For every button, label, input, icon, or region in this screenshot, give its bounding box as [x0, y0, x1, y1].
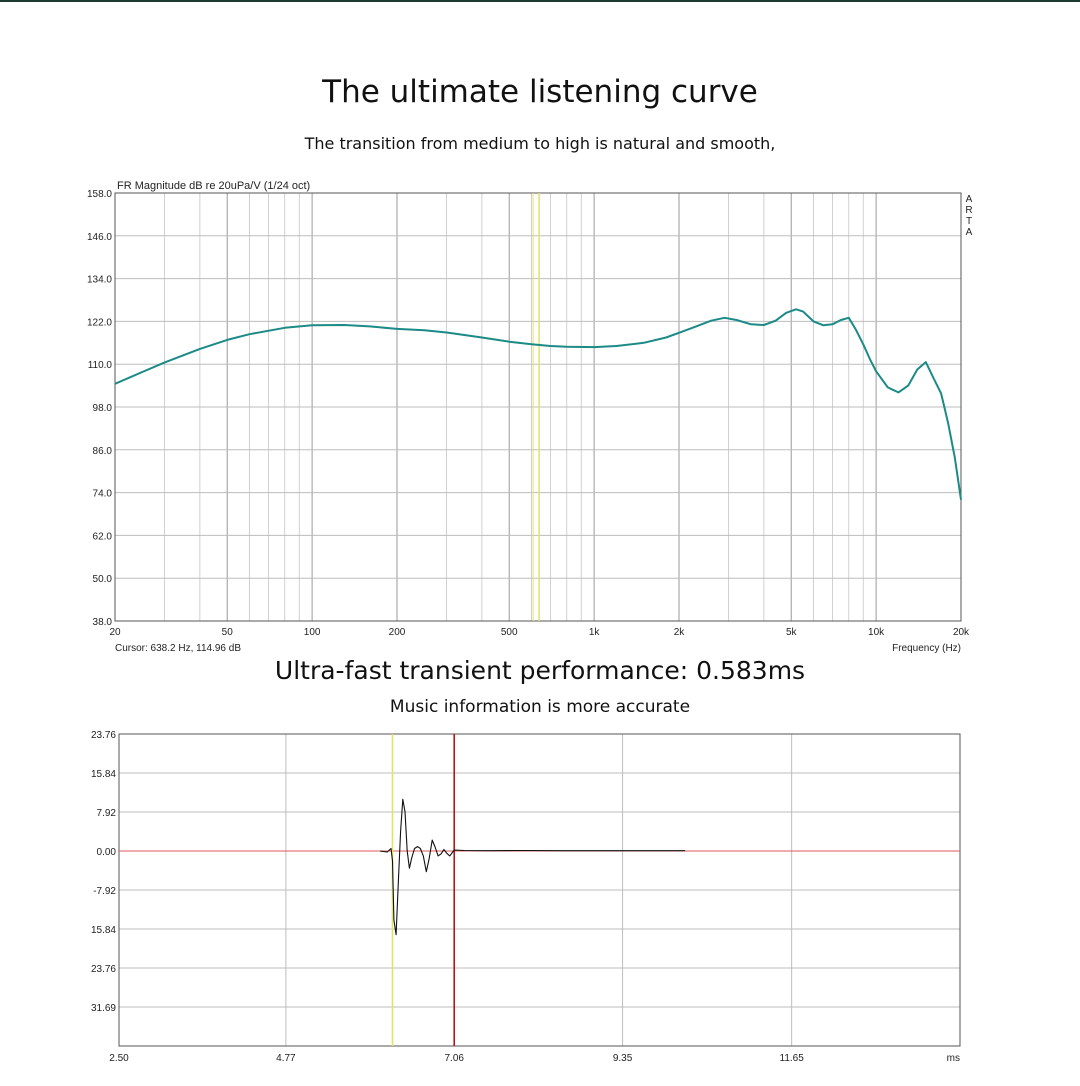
section-title-transient: Ultra-fast transient performance: 0.583m… [274, 656, 806, 685]
ir-y-tick-label: -7.92 [93, 886, 116, 897]
fr-cursor-text: Cursor: 638.2 Hz, 114.96 dB [115, 643, 241, 654]
ir-x-tick-label: 2.50 [109, 1053, 129, 1064]
fr-x-tick-label: 5k [786, 627, 798, 638]
fr-x-tick-label: 20k [953, 627, 970, 638]
fr-y-tick-label: 86.0 [93, 446, 113, 457]
ir-y-tick-label: 23.76 [91, 964, 116, 975]
fr-x-tick-label: 20 [109, 627, 121, 638]
fr-x-tick-label: 100 [304, 627, 321, 638]
fr-y-tick-label: 38.0 [93, 617, 113, 628]
fr-x-tick-label: 200 [389, 627, 406, 638]
fr-x-tick-label: 50 [222, 627, 234, 638]
fr-y-tick-label: 62.0 [93, 531, 113, 542]
ir-plot-frame [118, 733, 961, 1047]
fr-plot-frame [114, 192, 962, 622]
fr-x-tick-label: 10k [868, 627, 885, 638]
ir-x-axis-label: ms [947, 1053, 960, 1064]
fr-chart-title: FR Magnitude dB re 20uPa/V (1/24 oct) [117, 180, 310, 192]
ir-y-tick-label: 7.92 [97, 808, 117, 819]
page-subtitle: The transition from medium to high is na… [304, 134, 776, 153]
fr-x-axis-label: Frequency (Hz) [892, 643, 961, 654]
fr-y-tick-label: 74.0 [93, 489, 113, 500]
ir-y-tick-label: 0.00 [97, 847, 117, 858]
fr-curve-line [114, 308, 962, 500]
fr-y-tick-label: 158.0 [87, 189, 112, 200]
ir-x-tick-label: 11.65 [780, 1053, 805, 1064]
ir-x-tick-label: 7.06 [444, 1053, 464, 1064]
fr-y-tick-label: 134.0 [87, 275, 112, 286]
ir-y-tick-label: 23.76 [91, 730, 116, 741]
fr-y-tick-label: 50.0 [93, 574, 113, 585]
fr-y-tick-label: 98.0 [93, 403, 113, 414]
section-subtitle-transient: Music information is more accurate [389, 697, 691, 717]
ir-x-tick-label: 9.35 [613, 1053, 633, 1064]
top-border-line [0, 0, 1080, 2]
page-title: The ultimate listening curve [322, 74, 758, 110]
fr-x-tick-label: 500 [501, 627, 518, 638]
fr-x-tick-label: 2k [674, 627, 686, 638]
fr-y-tick-label: 122.0 [87, 317, 112, 328]
fr-x-tick-label: 1k [589, 627, 601, 638]
ir-impulse-line [379, 798, 686, 936]
ir-y-tick-label: 31.69 [91, 1003, 116, 1014]
fr-y-tick-label: 146.0 [87, 232, 112, 243]
ir-y-tick-label: 15.84 [91, 925, 116, 936]
frequency-response-chart: FR Magnitude dB re 20uPa/V (1/24 oct) Cu… [87, 180, 973, 654]
ir-y-tick-label: 15.84 [91, 769, 116, 780]
fr-y-tick-label: 110.0 [88, 360, 113, 371]
ir-x-tick-label: 4.77 [276, 1053, 296, 1064]
